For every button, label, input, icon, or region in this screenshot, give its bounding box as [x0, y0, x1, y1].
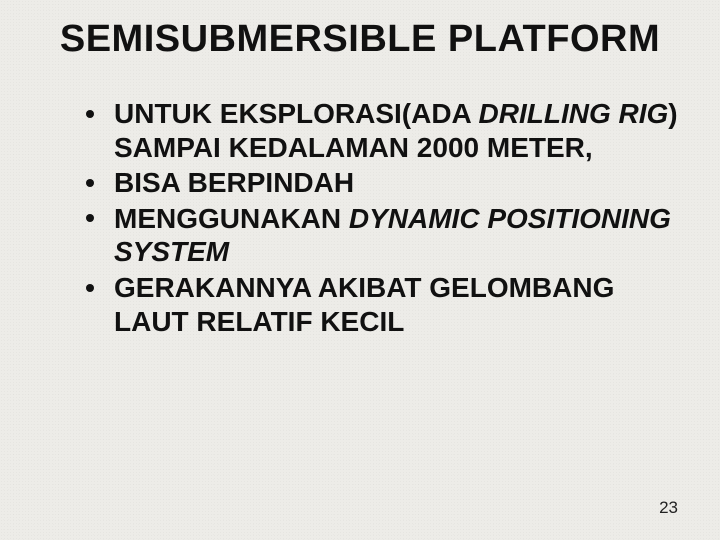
bullet-item: GERAKANNYA AKIBAT GELOMBANG LAUT RELATIF… — [86, 271, 680, 338]
page-number: 23 — [659, 498, 678, 518]
bullet-text-segment: BISA BERPINDAH — [114, 167, 354, 198]
bullet-item: BISA BERPINDAH — [86, 166, 680, 200]
bullet-item: UNTUK EKSPLORASI(ADA DRILLING RIG) SAMPA… — [86, 97, 680, 164]
bullet-item: MENGGUNAKAN DYNAMIC POSITIONING SYSTEM — [86, 202, 680, 269]
bullet-text-segment: DRILLING RIG — [479, 98, 669, 129]
slide: SEMISUBMERSIBLE PLATFORM UNTUK EKSPLORAS… — [0, 0, 720, 540]
bullet-text-segment: UNTUK EKSPLORASI(ADA — [114, 98, 479, 129]
slide-title: SEMISUBMERSIBLE PLATFORM — [40, 18, 680, 61]
bullet-text-segment: GERAKANNYA AKIBAT GELOMBANG LAUT RELATIF… — [114, 272, 614, 337]
bullet-text-segment: MENGGUNAKAN — [114, 203, 349, 234]
bullet-list: UNTUK EKSPLORASI(ADA DRILLING RIG) SAMPA… — [40, 97, 680, 338]
